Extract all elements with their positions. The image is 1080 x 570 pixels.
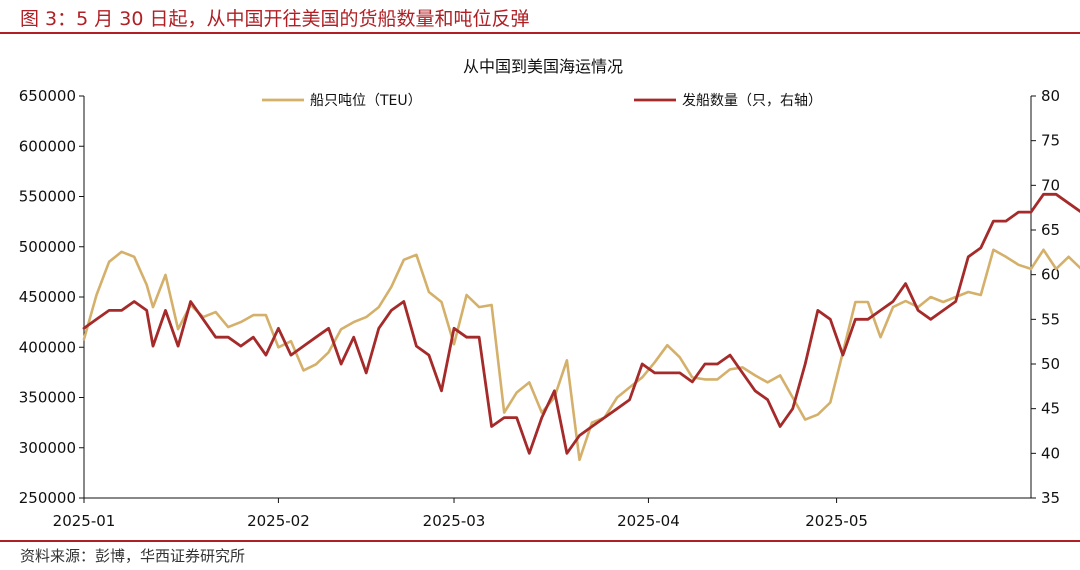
- figure-title: 图 3：5 月 30 日起，从中国开往美国的货船数量和吨位反弹: [20, 8, 530, 30]
- figure-source: 资料来源：彭博，华西证券研究所: [20, 547, 246, 565]
- y-left-tick-label: 250000: [19, 489, 76, 507]
- plot-area: [82, 192, 1080, 462]
- x-tick-label: 2025-05: [805, 512, 868, 530]
- y-right-tick-label: 80: [1041, 87, 1060, 105]
- legend-label-ships: 发船数量（只，右轴）: [682, 93, 822, 109]
- figure-header: 图 3：5 月 30 日起，从中国开往美国的货船数量和吨位反弹: [0, 0, 1080, 36]
- y-left-tick-label: 350000: [19, 389, 76, 407]
- chart-title: 从中国到美国海运情况: [463, 57, 623, 76]
- y-left-tick-label: 400000: [19, 338, 76, 356]
- y-right-tick-label: 40: [1041, 444, 1060, 462]
- y-right-tick-label: 35: [1041, 489, 1060, 507]
- x-tick-label: 2025-02: [247, 512, 310, 530]
- y-right-tick-label: 75: [1041, 132, 1060, 150]
- header-rule: [0, 32, 1080, 34]
- y-left-tick-label: 500000: [19, 238, 76, 256]
- y-right-tick-label: 45: [1041, 400, 1060, 418]
- y-left-tick-label: 650000: [19, 87, 76, 105]
- x-tick-label: 2025-03: [423, 512, 486, 530]
- x-tick-label: 2025-01: [53, 512, 116, 530]
- y-left-tick-label: 550000: [19, 188, 76, 206]
- legend-label-tonnage: 船只吨位（TEU）: [310, 93, 422, 109]
- y-left-tick-label: 300000: [19, 439, 76, 457]
- x-tick-label: 2025-04: [617, 512, 680, 530]
- y-right-tick-label: 70: [1041, 176, 1060, 194]
- chart-axes: 250000 300000 350000 400000 450000 500000 5500…: [19, 87, 1060, 530]
- chart: 从中国到美国海运情况 250000 300000 350000 400000 45000…: [19, 57, 1080, 530]
- series-line-ships: [82, 192, 1080, 455]
- y-right-tick-label: 55: [1041, 310, 1060, 328]
- y-right-tick-label: 65: [1041, 221, 1060, 239]
- footer-rule: [0, 540, 1080, 542]
- y-right-tick-label: 50: [1041, 355, 1060, 373]
- chart-legend: 船只吨位（TEU） 发船数量（只，右轴）: [262, 93, 822, 109]
- y-left-tick-label: 450000: [19, 288, 76, 306]
- y-left-tick-label: 600000: [19, 137, 76, 155]
- series-line-tonnage: [82, 248, 1080, 462]
- y-right-tick-label: 60: [1041, 266, 1060, 284]
